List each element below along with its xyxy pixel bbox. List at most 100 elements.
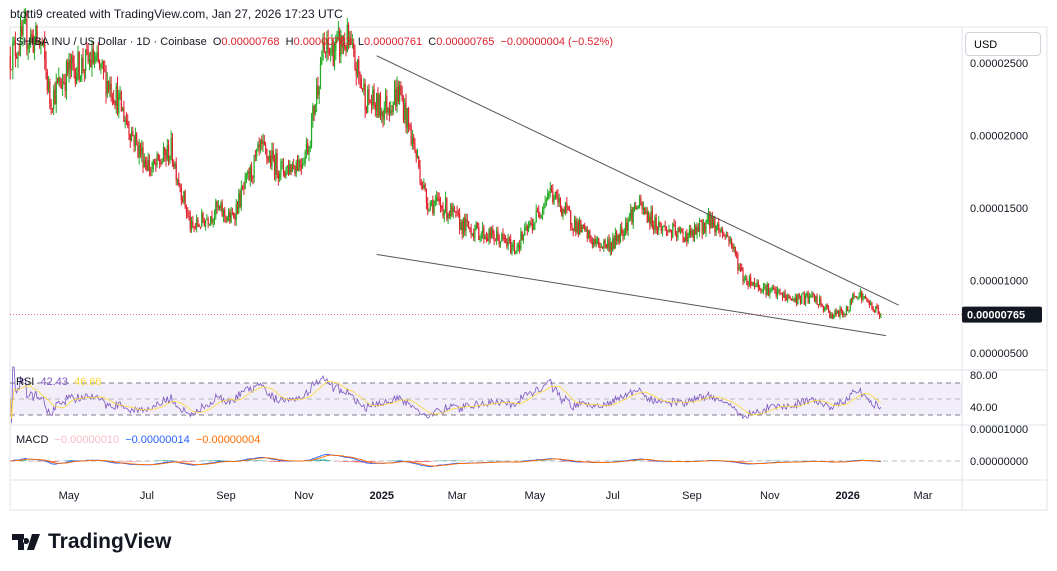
candle-body <box>272 150 274 160</box>
candle-body <box>833 316 835 319</box>
candle-body <box>739 267 742 269</box>
candle-body <box>676 234 678 238</box>
candle-body <box>853 294 855 297</box>
candle-body <box>182 200 184 202</box>
logo-text: TradingView <box>48 530 172 553</box>
candle-body <box>765 286 767 295</box>
candle-body <box>517 245 519 248</box>
candle-body <box>633 206 636 208</box>
candle-body <box>672 224 674 238</box>
candle-body <box>552 190 554 202</box>
candle-body <box>529 222 531 227</box>
candle-body <box>861 291 863 300</box>
candle-body <box>563 209 565 213</box>
candle-body <box>204 219 207 227</box>
price-tick-label: 0.00002000 <box>970 131 1028 143</box>
candle-body <box>503 237 505 239</box>
candle-body <box>123 107 125 122</box>
candle-body <box>248 171 250 180</box>
candle-body <box>387 107 389 113</box>
candle-body <box>62 81 64 89</box>
candle-body <box>707 211 710 220</box>
price-tick-label: 0.00000500 <box>970 348 1028 360</box>
candle-body <box>878 314 881 317</box>
close-label: C <box>428 36 437 48</box>
candle-body <box>97 52 99 62</box>
candle-body <box>610 242 613 251</box>
candle-body <box>356 59 359 76</box>
candle-body <box>659 221 661 227</box>
candle-body <box>582 224 585 226</box>
candle-body <box>673 224 675 226</box>
candle-body <box>295 162 297 174</box>
candle-body <box>562 209 564 216</box>
candle-body <box>128 125 130 134</box>
candle-body <box>494 240 496 242</box>
candle-body <box>277 173 279 179</box>
candle-body <box>499 241 502 245</box>
candle-body <box>721 229 724 235</box>
candle-body <box>267 157 269 161</box>
candle-body <box>444 198 447 212</box>
candle-body <box>397 86 399 102</box>
candle-body <box>230 212 232 223</box>
candle-body <box>410 125 412 145</box>
candle-body <box>479 236 481 240</box>
candle-body <box>533 224 535 230</box>
candle-body <box>642 207 645 210</box>
candle-body <box>340 35 342 57</box>
candle-body <box>812 292 814 295</box>
candle-body <box>74 69 76 84</box>
rsi-ma-line <box>9 380 882 420</box>
currency-button[interactable]: USD <box>965 32 1041 56</box>
candle-body <box>511 246 513 253</box>
candle-body <box>201 213 203 227</box>
candle-body <box>867 300 869 302</box>
candle-body <box>801 294 803 304</box>
candle-body <box>761 291 763 293</box>
candle-body <box>253 155 255 178</box>
candle-body <box>736 253 738 255</box>
candle-body <box>162 147 165 162</box>
candle-body <box>211 216 213 222</box>
candle-body <box>49 81 51 104</box>
candle-body <box>378 94 380 117</box>
candle-body <box>802 293 804 295</box>
candles-group <box>9 8 882 320</box>
candle-body <box>697 227 699 232</box>
candle-body <box>451 205 453 213</box>
candle-body <box>576 222 578 232</box>
candle-body <box>46 72 48 91</box>
candle-body <box>467 221 470 229</box>
candle-body <box>728 236 730 242</box>
candle-body <box>857 297 859 299</box>
candle-body <box>744 278 747 280</box>
candle-body <box>370 102 373 106</box>
candle-body <box>309 146 311 148</box>
candle-body <box>401 93 403 100</box>
candle-body <box>115 86 117 106</box>
candle-body <box>548 192 550 194</box>
candle-body <box>415 150 417 158</box>
candle-body <box>465 219 467 232</box>
candle-body <box>841 311 844 316</box>
candle-body <box>575 219 577 232</box>
macd-label: MACD <box>16 434 49 446</box>
candle-body <box>122 107 124 112</box>
candle-body <box>727 235 729 237</box>
candle-body <box>68 60 70 74</box>
candle-body <box>257 144 259 151</box>
candle-body <box>488 229 490 242</box>
candle-body <box>593 238 595 245</box>
candle-body <box>595 240 597 244</box>
candle-body <box>849 300 851 311</box>
candle-body <box>821 303 823 306</box>
candle-body <box>321 60 323 65</box>
candle-body <box>268 155 271 161</box>
candle-body <box>373 89 375 105</box>
candle-body <box>305 143 308 153</box>
candle-body <box>524 227 526 236</box>
candle-body <box>120 92 122 112</box>
candle-body <box>250 166 253 178</box>
